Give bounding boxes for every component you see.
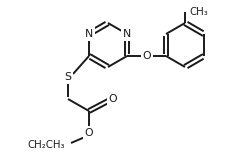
Text: CH₃: CH₃: [189, 7, 208, 17]
Text: O: O: [143, 51, 151, 61]
Text: O: O: [109, 94, 117, 104]
Text: O: O: [85, 128, 93, 138]
Text: N: N: [123, 29, 131, 39]
Text: CH₂CH₃: CH₂CH₃: [28, 140, 65, 150]
Text: N: N: [85, 29, 93, 39]
Text: S: S: [64, 72, 71, 82]
